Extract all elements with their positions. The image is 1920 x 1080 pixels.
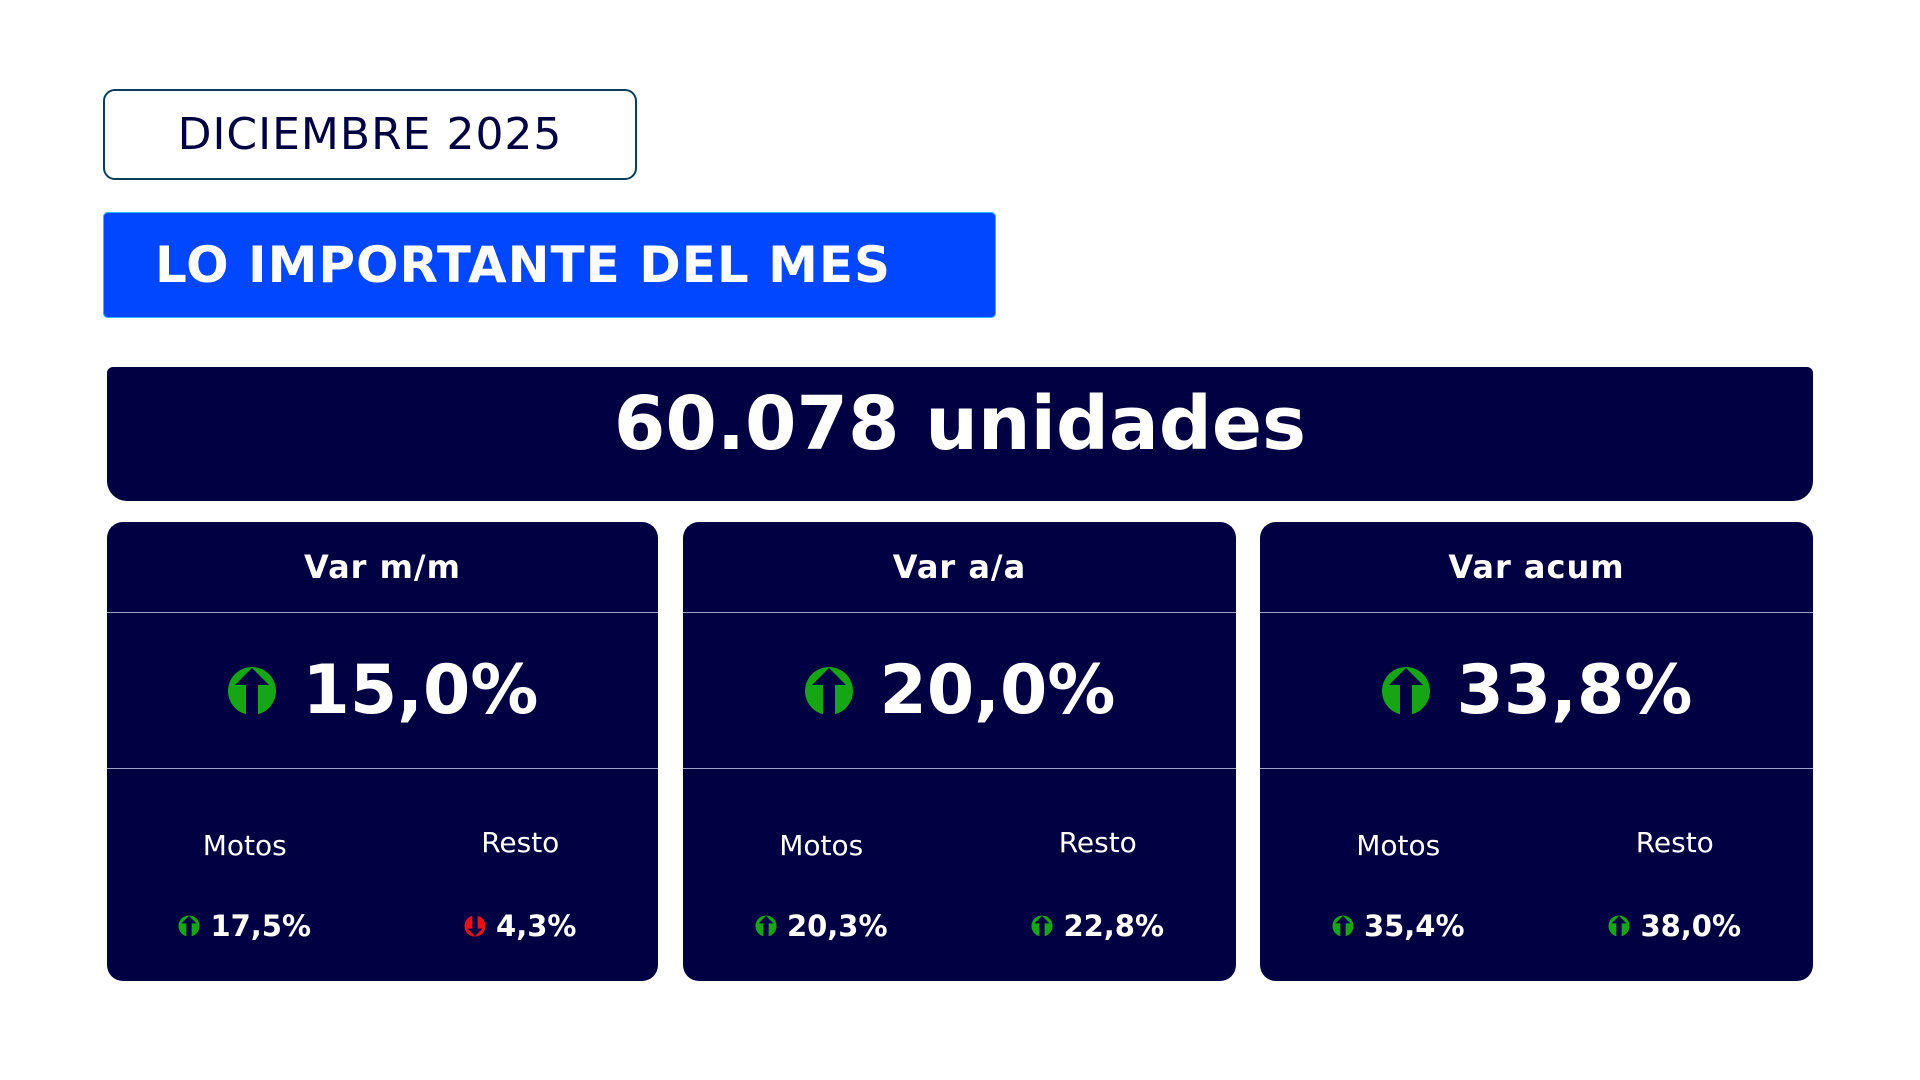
section-title: LO IMPORTANTE DEL MES [155, 236, 892, 294]
divider [683, 612, 1236, 613]
breakdown-motos: Motos 17,5% [107, 769, 383, 981]
card-var-acum: Var acum 33,8% Motos 35,4% Resto 38,0% [1260, 522, 1813, 981]
period-label: DICIEMBRE 2025 [103, 89, 637, 180]
breakdown-value: 17,5% [178, 909, 311, 943]
breakdown-value-text: 4,3% [496, 909, 577, 943]
breakdown-label: Resto [1635, 826, 1714, 859]
card-title: Var acum [1448, 548, 1625, 586]
breakdown-value: 4,3% [464, 909, 576, 943]
breakdown-motos: Motos 35,4% [1260, 769, 1537, 981]
divider [683, 768, 1236, 769]
arrow-up-circle-icon [1031, 915, 1053, 937]
breakdown-motos: Motos 20,3% [683, 769, 960, 981]
divider [107, 612, 658, 613]
section-header: LO IMPORTANTE DEL MES [103, 212, 996, 318]
main-value-text: 20,0% [879, 651, 1116, 730]
breakdown-value: 22,8% [1031, 909, 1164, 943]
period-text: DICIEMBRE 2025 [177, 109, 563, 160]
breakdown-resto: Resto 38,0% [1537, 769, 1814, 981]
arrow-up-circle-icon [804, 666, 854, 716]
breakdown-value-text: 22,8% [1063, 909, 1165, 943]
breakdown-value-text: 38,0% [1640, 909, 1742, 943]
breakdown-label: Resto [481, 826, 560, 859]
divider [1260, 612, 1813, 613]
card-var-mm: Var m/m 15,0% Motos 17,5% Resto 4,3% [107, 522, 658, 981]
arrow-up-circle-icon [1608, 915, 1630, 937]
breakdown-label: Resto [1058, 826, 1137, 859]
breakdown-value-text: 17,5% [210, 909, 312, 943]
arrow-up-circle-icon [1381, 666, 1431, 716]
breakdown-resto: Resto 22,8% [960, 769, 1237, 981]
divider [107, 768, 658, 769]
breakdown-label: Motos [1356, 829, 1441, 862]
arrow-up-circle-icon [755, 915, 777, 937]
breakdown-value-text: 20,3% [786, 909, 888, 943]
total-units-value: 60.078 unidades [613, 381, 1307, 467]
arrow-down-circle-icon [464, 915, 486, 937]
breakdown-value-text: 35,4% [1363, 909, 1465, 943]
total-units-banner: 60.078 unidades [107, 367, 1813, 501]
arrow-up-circle-icon [1332, 915, 1354, 937]
breakdown-label: Motos [779, 829, 864, 862]
arrow-up-circle-icon [227, 666, 277, 716]
main-value: 33,8% [1260, 613, 1813, 768]
divider [1260, 768, 1813, 769]
main-value-text: 33,8% [1456, 651, 1693, 730]
main-value: 20,0% [683, 613, 1236, 768]
card-var-aa: Var a/a 20,0% Motos 20,3% Resto 22,8% [683, 522, 1236, 981]
breakdown-value: 38,0% [1608, 909, 1741, 943]
card-title: Var a/a [892, 548, 1027, 586]
main-value: 15,0% [107, 613, 658, 768]
breakdown-value: 20,3% [755, 909, 888, 943]
main-value-text: 15,0% [302, 651, 539, 730]
card-title: Var m/m [304, 548, 461, 586]
breakdown-value: 35,4% [1332, 909, 1465, 943]
breakdown-label: Motos [202, 829, 287, 862]
arrow-up-circle-icon [178, 915, 200, 937]
breakdown-resto: Resto 4,3% [383, 769, 659, 981]
